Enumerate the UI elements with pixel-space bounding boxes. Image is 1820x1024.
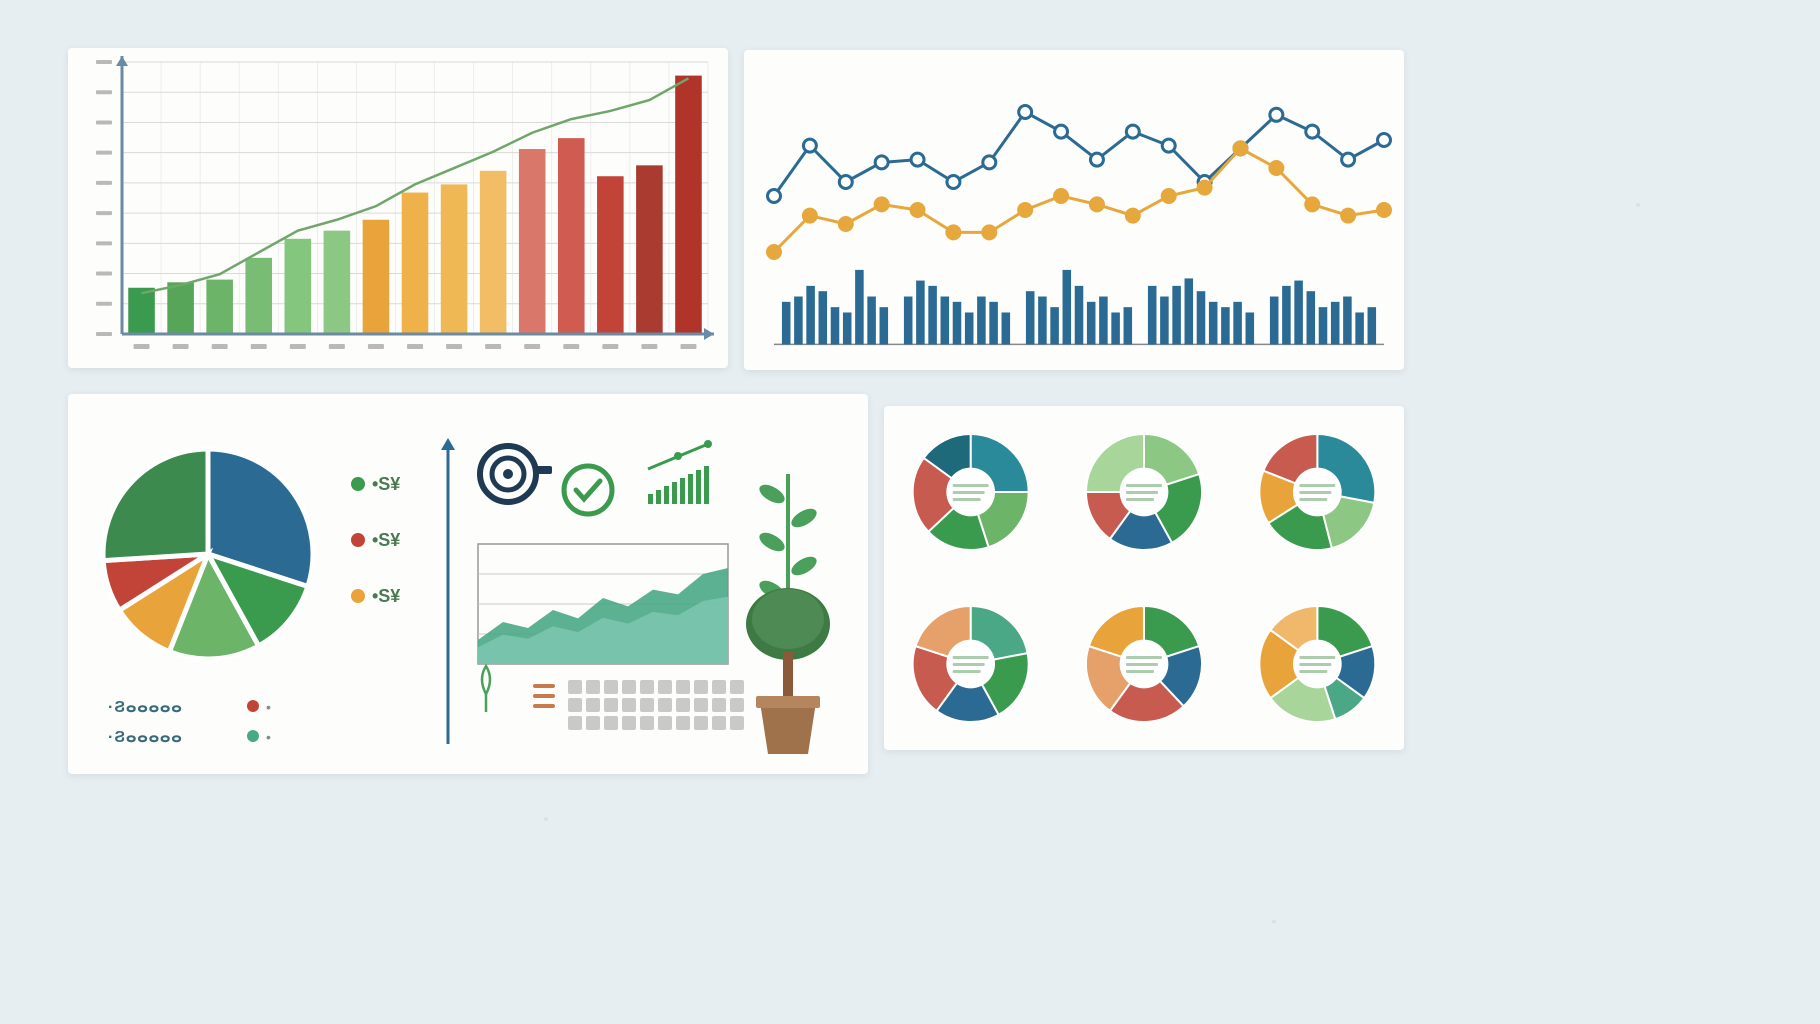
panel-bar-chart	[68, 48, 728, 368]
svg-text:•S¥: •S¥	[372, 586, 400, 606]
svg-text:•S¥: •S¥	[372, 530, 400, 550]
panel-infographic: •S¥ •S¥ •S¥ ·Ϩⴰⴰⴰⴰⴰ • ·Ϩⴰⴰⴰⴰⴰ •	[68, 394, 868, 774]
bar-line-chart	[68, 48, 728, 368]
panel-line-chart	[744, 50, 1404, 370]
svg-text:·Ϩⴰⴰⴰⴰⴰ: ·Ϩⴰⴰⴰⴰⴰ	[108, 729, 183, 746]
svg-text:•S¥: •S¥	[372, 474, 400, 494]
donut-grid	[884, 406, 1404, 750]
line-chart	[744, 50, 1404, 370]
infographic: •S¥ •S¥ •S¥ ·Ϩⴰⴰⴰⴰⴰ • ·Ϩⴰⴰⴰⴰⴰ •	[68, 394, 868, 774]
panel-donuts	[884, 406, 1404, 750]
svg-text:•: •	[266, 699, 271, 715]
svg-text:•: •	[266, 729, 271, 745]
svg-text:·Ϩⴰⴰⴰⴰⴰ: ·Ϩⴰⴰⴰⴰⴰ	[108, 699, 183, 716]
